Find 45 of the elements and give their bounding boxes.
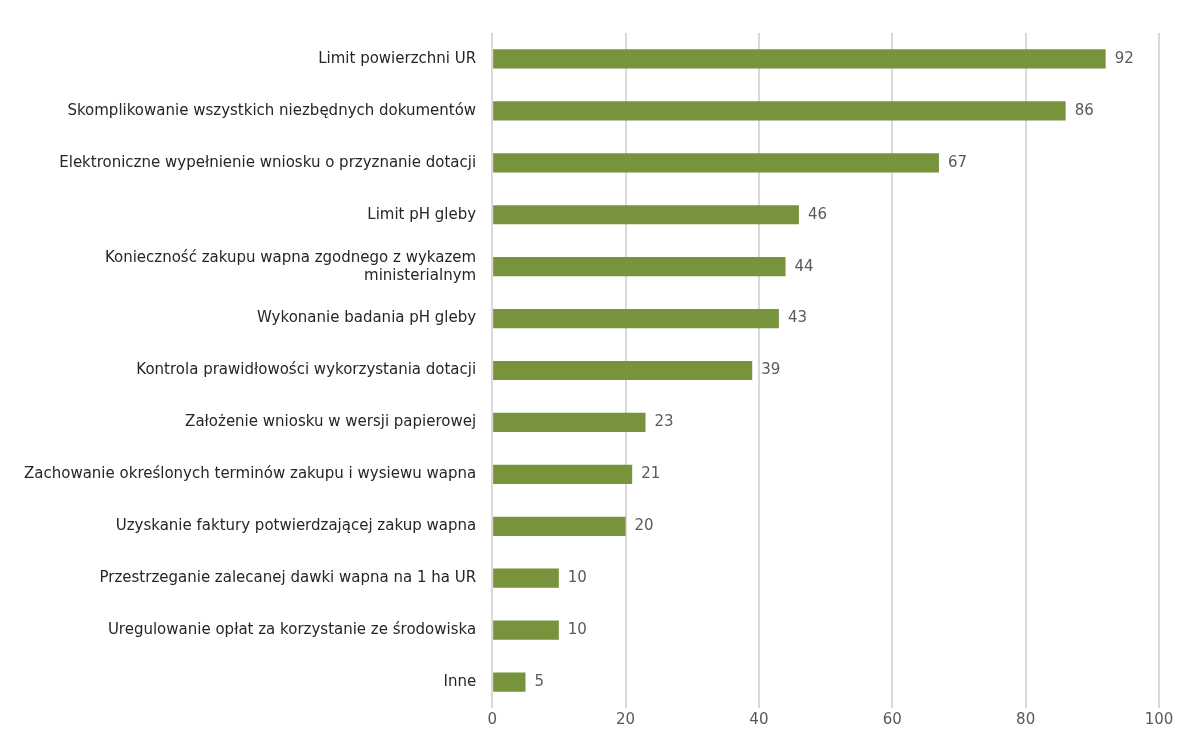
data-label: 10 [567, 620, 587, 639]
bar [493, 464, 633, 484]
x-tick-label: 0 [487, 709, 497, 728]
data-label: 23 [654, 412, 674, 431]
y-tick-label: Inne [443, 671, 477, 690]
bar [493, 49, 1106, 69]
y-tick-label: Konieczność zakupu wapna zgodnego z wykazem ministerialnym [104, 247, 477, 284]
data-label: 67 [947, 152, 968, 171]
bar [493, 516, 626, 536]
y-tick-label: Elektroniczne wypełnienie wniosku o przyznanie dotacji [59, 152, 477, 171]
data-label: 86 [1074, 100, 1094, 119]
data-label: 21 [641, 464, 661, 483]
data-label: 10 [567, 568, 587, 587]
y-tick-label: Kontrola prawidłowości wykorzystania dotacji [136, 360, 477, 379]
data-label: 92 [1114, 48, 1134, 67]
y-tick-label: Zachowanie określonych terminów zakupu i wysiewu wapna [23, 464, 477, 483]
data-label: 46 [807, 204, 827, 223]
x-tick-label: 20 [615, 709, 636, 728]
y-tick-label: Uregulowanie opłat za korzystanie ze środowiska [107, 620, 477, 639]
y-tick-label: Przestrzeganie zalecanej dawki wapna na 1 ha UR [99, 568, 477, 587]
x-tick-label: 80 [1016, 709, 1036, 728]
data-label: 44 [794, 256, 814, 275]
y-tick-label: Wykonanie badania pH gleby [257, 308, 477, 327]
y-tick-label: Limit powierzchni UR [318, 48, 477, 67]
data-label: 5 [534, 671, 545, 690]
x-tick-label: 40 [749, 709, 769, 728]
y-tick-label: Uzyskanie faktury potwierdzającej zakup wapna [115, 516, 477, 535]
bar [493, 620, 559, 640]
bar [493, 153, 939, 173]
data-label: 43 [787, 308, 807, 327]
y-tick-label: Założenie wniosku w wersji papierowej [185, 412, 477, 431]
x-tick-label: 100 [1144, 709, 1174, 728]
bar [493, 308, 779, 329]
data-label: 20 [634, 516, 654, 535]
y-tick-label: Limit pH gleby [367, 204, 477, 223]
bar [493, 412, 646, 433]
x-tick-label: 60 [882, 709, 902, 728]
bar [493, 205, 799, 225]
data-label: 39 [761, 360, 781, 379]
bar [493, 101, 1066, 121]
bar [493, 568, 559, 588]
bar [493, 672, 526, 692]
bar [493, 257, 786, 277]
y-tick-label: Skomplikowanie wszystkich niezbędnych dokumentów [67, 100, 477, 119]
bar [493, 360, 753, 381]
